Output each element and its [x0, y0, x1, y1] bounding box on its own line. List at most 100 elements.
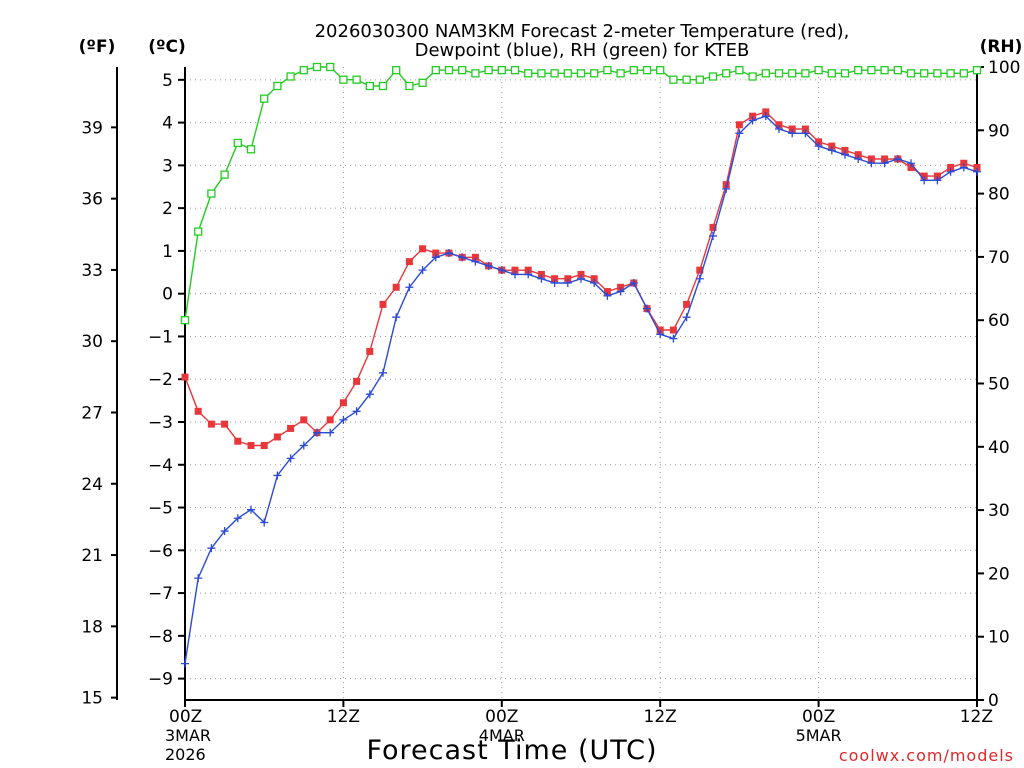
- temperature-point: [392, 283, 400, 291]
- x-tick-label: 00Z: [802, 707, 835, 727]
- rh-point: [590, 69, 599, 78]
- dewpoint-point: [273, 471, 282, 480]
- celsius-unit-label: (ºC): [148, 37, 186, 57]
- fahrenheit-tick-label: 33: [81, 261, 103, 281]
- rh-point: [563, 69, 572, 78]
- temperature-point: [709, 223, 717, 231]
- dewpoint-point: [550, 278, 559, 287]
- fahrenheit-tick-label: 21: [81, 546, 103, 566]
- temperature-point: [247, 442, 255, 450]
- rh-unit-label: (RH): [980, 37, 1023, 57]
- dewpoint-point: [682, 313, 691, 322]
- x-tick-label: 00Z: [169, 707, 202, 727]
- dewpoint-point: [577, 274, 585, 283]
- temperature-point: [260, 442, 268, 450]
- dewpoint-point: [405, 283, 414, 292]
- data-series: [180, 62, 982, 668]
- rh-point: [444, 66, 454, 75]
- rh-point: [840, 69, 850, 78]
- celsius-tick-label: −5: [148, 499, 173, 519]
- rh-point: [946, 69, 955, 78]
- dewpoint-point: [313, 428, 321, 437]
- rh-point: [471, 69, 480, 78]
- rh-point: [550, 69, 559, 78]
- dewpoint-point: [181, 659, 189, 668]
- rh-point: [774, 69, 784, 78]
- dewpoint-point: [814, 142, 823, 151]
- rh-point: [801, 69, 810, 78]
- rh-tick-label: 10: [988, 628, 1010, 648]
- dewpoint-point: [801, 129, 810, 138]
- dewpoint-point: [220, 527, 229, 536]
- x-axis-title: Forecast Time (UTC): [366, 735, 657, 766]
- dewpoint-point: [695, 274, 704, 283]
- dewpoint-point: [286, 454, 295, 463]
- rh-point: [339, 75, 348, 84]
- dewpoint-point: [299, 441, 308, 450]
- dewpoint-line: [184, 115, 978, 664]
- celsius-tick-label: −8: [148, 627, 173, 647]
- dewpoint-point: [511, 270, 519, 279]
- rh-point: [959, 69, 968, 78]
- rh-point: [405, 81, 414, 91]
- rh-tick-label: 100: [988, 58, 1020, 78]
- temperature-point: [683, 300, 691, 308]
- rh-point: [458, 66, 467, 75]
- rh-point: [814, 66, 823, 75]
- dewpoint-point: [946, 167, 955, 176]
- rh-point: [735, 66, 744, 75]
- dewpoint-point: [392, 313, 401, 322]
- temperature-point: [181, 373, 189, 381]
- celsius-tick-label: −6: [148, 541, 173, 561]
- dewpoint-point: [431, 253, 440, 262]
- temperature-point: [881, 155, 889, 163]
- x-tick-date-label: 3MAR: [165, 726, 211, 745]
- x-tick-date-label: 5MAR: [796, 726, 842, 745]
- rh-tick-label: 60: [988, 311, 1010, 331]
- dewpoint-point: [907, 159, 915, 168]
- dewpoint-point: [880, 159, 889, 168]
- rh-tick-label: 0: [988, 691, 999, 711]
- dewpoint-point: [656, 330, 665, 339]
- dewpoint-point: [497, 266, 506, 275]
- dewpoint-point: [524, 270, 533, 279]
- temperature-point: [696, 266, 704, 274]
- temperature-point: [603, 288, 611, 296]
- dewpoint-point: [933, 176, 942, 185]
- temperature-point: [511, 266, 519, 274]
- dewpoint-point: [326, 428, 335, 437]
- fahrenheit-tick-label: 39: [81, 118, 103, 138]
- dewpoint-point: [352, 407, 361, 416]
- celsius-tick-label: −1: [148, 327, 173, 347]
- rh-tick-label: 50: [988, 375, 1010, 395]
- temperature-point: [920, 172, 928, 180]
- temperature-point: [471, 253, 479, 261]
- rh-point: [933, 69, 942, 78]
- rh-point: [603, 66, 612, 75]
- celsius-tick-label: 5: [162, 71, 173, 91]
- dewpoint-point: [827, 146, 836, 155]
- temperature-point: [735, 121, 743, 129]
- rh-point: [246, 145, 256, 154]
- chart-title-line1: 2026030300 NAM3KM Forecast 2-meter Tempe…: [315, 21, 850, 42]
- x-tick-year-label: 2026: [165, 745, 206, 764]
- temperature-point: [960, 159, 968, 167]
- dewpoint-point: [603, 291, 612, 300]
- dewpoint-point: [194, 574, 203, 583]
- dewpoint-point: [920, 176, 929, 185]
- dewpoint-point: [709, 231, 717, 240]
- dewpoint-point: [207, 544, 216, 553]
- rh-tick-label: 40: [988, 438, 1010, 458]
- temperature-point: [339, 399, 347, 407]
- rh-point: [642, 66, 652, 75]
- rh-point: [788, 69, 797, 78]
- celsius-tick-label: 4: [162, 114, 173, 134]
- rh-point: [233, 138, 242, 148]
- dewpoint-point: [867, 159, 876, 168]
- temperature-point: [722, 181, 730, 189]
- rh-tick-label: 70: [988, 248, 1010, 268]
- rh-point: [695, 75, 704, 84]
- dewpoint-point: [379, 368, 387, 377]
- rh-point: [880, 66, 889, 75]
- rh-point: [299, 66, 308, 75]
